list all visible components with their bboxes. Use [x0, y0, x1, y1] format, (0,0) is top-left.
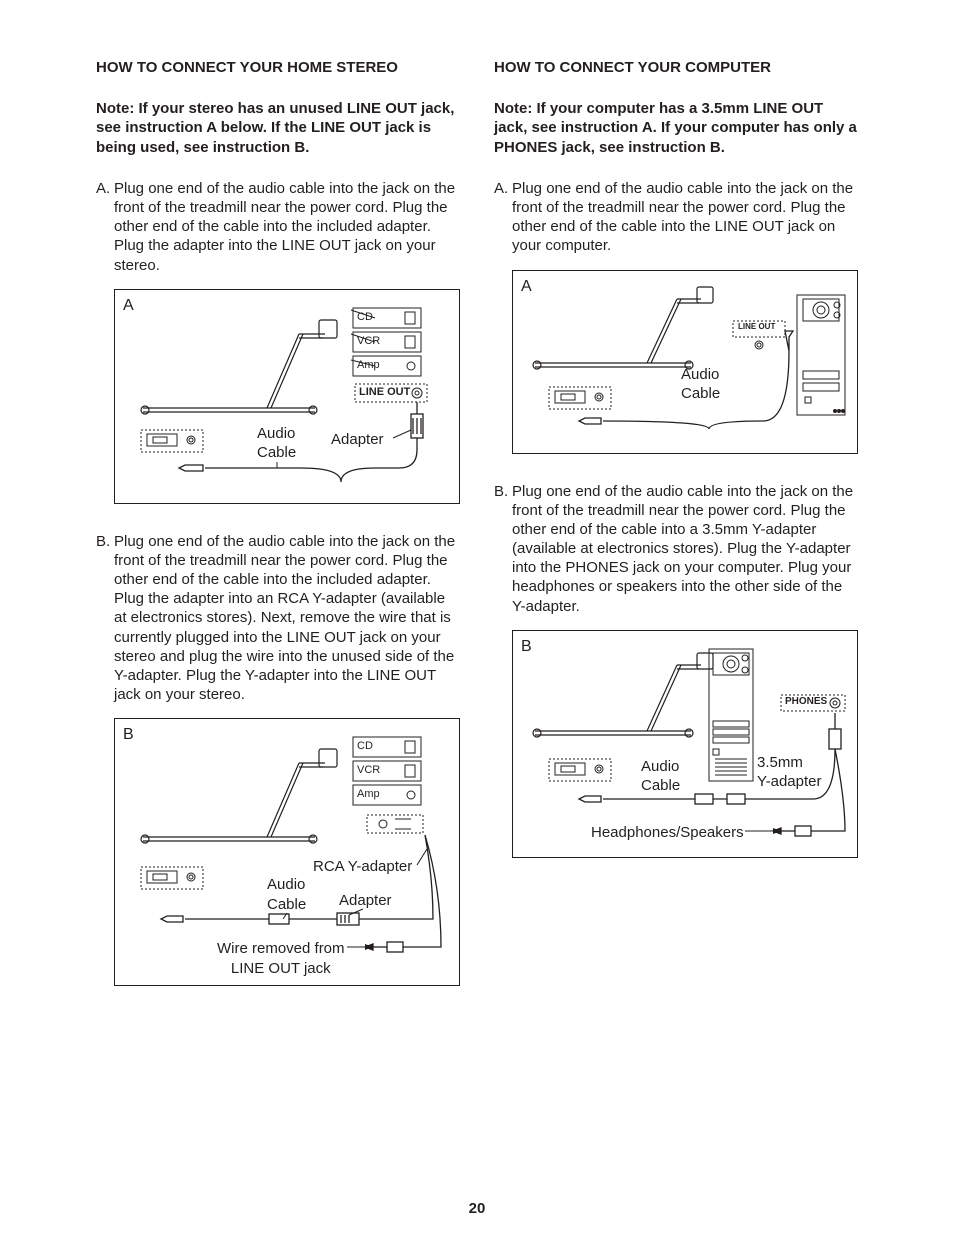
item-letter: B. [494, 482, 512, 616]
left-heading: HOW TO CONNECT YOUR HOME STEREO [96, 58, 460, 77]
label-cd: CD [357, 739, 373, 753]
label-audio-cable: Audio Cable [257, 424, 296, 462]
right-figure-b: B [512, 630, 858, 858]
label-audio-cable: Audio Cable [641, 757, 680, 795]
label-amp: Amp [357, 358, 380, 372]
label-lineout: LINE OUT [359, 385, 410, 399]
right-figure-a-svg [513, 271, 859, 455]
label-adapter: Adapter [331, 430, 384, 449]
label-phones: PHONES [785, 696, 827, 709]
item-body: Plug one end of the audio cable into the… [512, 179, 858, 256]
item-letter: A. [96, 179, 114, 275]
figure-corner-letter: A [123, 296, 134, 316]
right-figure-a: A [512, 270, 858, 454]
right-heading: HOW TO CONNECT YOUR COMPUTER [494, 58, 858, 77]
page: HOW TO CONNECT YOUR HOME STEREO Note: If… [0, 0, 954, 1235]
label-amp: Amp [357, 787, 380, 801]
right-note: Note: If your computer has a 3.5mm LINE … [494, 99, 858, 157]
page-number: 20 [0, 1200, 954, 1217]
left-note: Note: If your stereo has an unused LINE … [96, 99, 460, 157]
label-vcr: VCR [357, 334, 380, 348]
figure-corner-letter: A [521, 277, 532, 297]
item-body: Plug one end of the audio cable into the… [114, 532, 460, 705]
left-figure-b: B [114, 718, 460, 986]
figure-corner-letter: B [123, 725, 134, 745]
item-body: Plug one end of the audio cable into the… [512, 482, 858, 616]
item-letter: A. [494, 179, 512, 256]
label-adapter: Adapter [339, 891, 392, 910]
right-item-b: B. Plug one end of the audio cable into … [494, 482, 858, 616]
columns: HOW TO CONNECT YOUR HOME STEREO Note: If… [96, 58, 858, 1014]
label-headphones: Headphones/Speakers [591, 823, 744, 842]
label-lineout: LINE OUT [738, 322, 775, 332]
left-column: HOW TO CONNECT YOUR HOME STEREO Note: If… [96, 58, 460, 1014]
left-figure-a: A [114, 289, 460, 504]
item-letter: B. [96, 532, 114, 705]
label-cd: CD [357, 310, 373, 324]
left-item-a: A. Plug one end of the audio cable into … [96, 179, 460, 275]
label-audio-cable: Audio Cable [681, 365, 720, 403]
label-wire: Wire removed from LINE OUT jack [217, 939, 345, 977]
figure-corner-letter: B [521, 637, 532, 657]
label-audio-cable: Audio Cable [267, 875, 306, 913]
label-yadapter: 3.5mm Y-adapter [757, 753, 822, 791]
right-item-a: A. Plug one end of the audio cable into … [494, 179, 858, 256]
left-item-b: B. Plug one end of the audio cable into … [96, 532, 460, 705]
item-body: Plug one end of the audio cable into the… [114, 179, 460, 275]
label-rca: RCA Y-adapter [313, 857, 412, 876]
label-vcr: VCR [357, 763, 380, 777]
right-column: HOW TO CONNECT YOUR COMPUTER Note: If yo… [494, 58, 858, 1014]
